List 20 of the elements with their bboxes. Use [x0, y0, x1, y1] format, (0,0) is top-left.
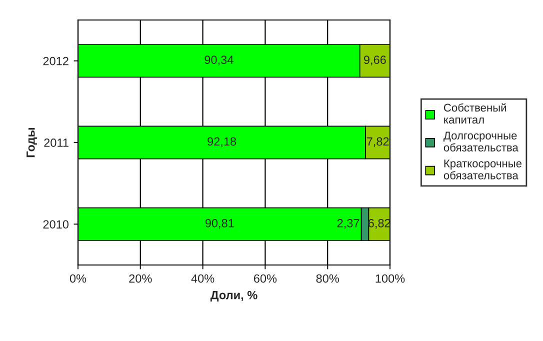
- legend-label: Собственый капитал: [444, 103, 506, 124]
- data-label: 2,37: [337, 218, 360, 229]
- x-tick-label: 40%: [191, 274, 214, 283]
- x-axis-title: Доли, %: [210, 290, 258, 302]
- y-tick-label: 2010: [43, 220, 69, 229]
- y-tick-label: 2012: [43, 56, 68, 66]
- data-label: 92,18: [208, 137, 236, 148]
- x-tick-label: 60%: [254, 274, 277, 283]
- data-label: 7,82: [366, 137, 389, 148]
- x-tick-label: 80%: [316, 274, 339, 283]
- y-tick-label: 2011: [44, 138, 68, 147]
- data-label: 90,34: [204, 56, 234, 66]
- legend-label: Краткосрочные обязательства: [444, 160, 522, 180]
- data-label: 90,81: [205, 218, 234, 229]
- x-tick-label: 0%: [70, 274, 86, 283]
- x-tick-label: 100%: [376, 274, 405, 283]
- legend-label: Долгосрочные обязательства: [444, 132, 518, 152]
- x-tick-label: 20%: [129, 274, 152, 283]
- data-label: 9,66: [364, 56, 386, 66]
- y-axis-title: Годы: [26, 128, 38, 158]
